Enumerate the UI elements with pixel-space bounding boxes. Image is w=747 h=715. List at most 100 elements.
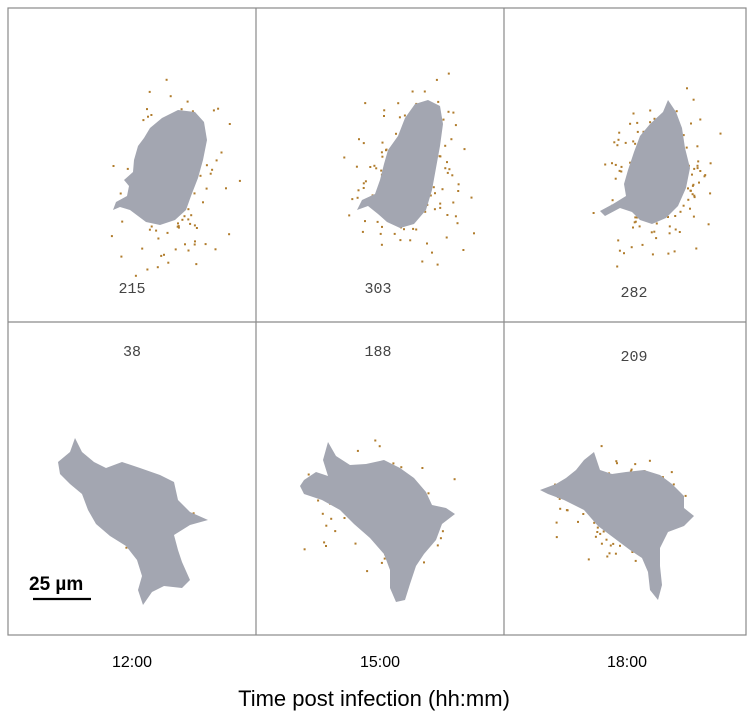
particle-dot <box>369 166 372 168</box>
particle-dot <box>692 183 695 186</box>
particle-dot <box>682 134 685 137</box>
particle-dot <box>225 187 227 190</box>
particle-dot <box>696 145 699 148</box>
particle-dot <box>381 155 384 158</box>
particle-dot <box>441 530 444 533</box>
particle-dot <box>632 226 634 229</box>
particle-dot <box>698 181 700 184</box>
particle-dot <box>381 141 384 144</box>
particle-dot <box>687 187 689 190</box>
particle-dot <box>446 171 449 174</box>
particle-dot <box>120 255 123 258</box>
particle-dot <box>431 251 433 254</box>
particle-dot <box>587 558 590 561</box>
particle-dot <box>454 124 457 127</box>
particle-dot <box>555 536 558 539</box>
particle-dot <box>668 225 671 228</box>
particle-dot <box>148 228 151 231</box>
particle-dot <box>634 220 637 223</box>
particle-dot <box>238 179 241 182</box>
particle-dot <box>653 117 656 120</box>
time-labels: 12:00 15:00 18:00 <box>112 654 647 671</box>
particle-dot <box>356 196 359 199</box>
particle-dot <box>362 187 365 189</box>
particle-dot <box>699 118 702 121</box>
particle-dot <box>602 530 605 533</box>
particle-dot <box>457 190 460 192</box>
particle-dot <box>689 189 692 192</box>
particle-dot <box>611 162 613 165</box>
particle-dot <box>687 198 690 201</box>
particle-dot <box>592 212 595 214</box>
particle-dot <box>364 220 366 223</box>
particle-dot <box>427 492 430 495</box>
particle-dot <box>649 121 652 124</box>
particle-dot <box>214 248 217 251</box>
particle-dot <box>624 141 627 144</box>
particle-dot <box>454 215 457 218</box>
particle-dot <box>187 208 190 211</box>
particle-dot <box>400 466 403 469</box>
particle-dot <box>383 109 386 112</box>
particle-dot <box>403 228 405 231</box>
particle-dot <box>620 170 623 173</box>
particle-dot <box>689 207 691 210</box>
particle-count: 282 <box>620 285 647 302</box>
particle-dot <box>446 214 449 216</box>
particle-dot <box>228 123 231 125</box>
particle-dot <box>629 122 632 125</box>
particle-dot <box>193 243 196 246</box>
particle-dot <box>167 261 170 264</box>
particle-dot <box>439 206 442 209</box>
particle-dot <box>668 232 671 235</box>
particle-dot <box>614 552 617 555</box>
particle-dot <box>693 167 696 170</box>
particle-dot <box>686 87 688 90</box>
particle-dot <box>334 530 337 533</box>
particle-dot <box>674 215 677 217</box>
particle-dot <box>183 215 186 218</box>
particle-dot <box>385 149 387 152</box>
particle-dot <box>186 100 189 103</box>
particle-dot <box>192 512 195 515</box>
panel-r0-c1: 303 <box>343 72 475 298</box>
particle-dot <box>437 100 440 103</box>
particle-dot <box>421 467 424 469</box>
particle-dot <box>649 109 652 112</box>
particle-dot <box>191 110 194 113</box>
particle-dot <box>174 248 177 251</box>
particle-dot <box>434 192 436 195</box>
particle-dot <box>620 165 623 168</box>
particle-dot <box>618 249 621 252</box>
particle-dot <box>110 235 113 238</box>
particle-dot <box>330 517 333 520</box>
particle-dot <box>608 552 611 555</box>
particle-dot <box>343 156 346 159</box>
particle-dot <box>374 439 377 442</box>
particle-dot <box>375 167 378 170</box>
particle-dot <box>195 263 198 266</box>
particle-dot <box>651 253 654 256</box>
particle-dot <box>378 445 381 448</box>
panel-r0-c0: 215 <box>110 78 241 298</box>
particle-dot <box>364 180 367 183</box>
particle-dot <box>415 228 418 231</box>
particle-dot <box>148 90 151 93</box>
particle-dot <box>566 509 569 512</box>
particle-dot <box>463 148 466 151</box>
particle-dot <box>354 542 357 545</box>
cell-shape <box>540 452 694 600</box>
particle-dot <box>452 111 455 114</box>
particle-dot <box>323 541 326 544</box>
particle-dot <box>380 243 383 246</box>
particle-dot <box>634 142 637 145</box>
particle-dot <box>163 253 165 256</box>
particle-dot <box>709 192 712 195</box>
particle-dot <box>190 214 193 217</box>
particle-dot <box>395 132 397 135</box>
particle-dot <box>220 151 223 154</box>
particle-count: 38 <box>123 344 141 361</box>
particle-dot <box>634 216 637 219</box>
scale-bar: 25 µm <box>29 574 91 601</box>
particle-dot <box>160 254 163 257</box>
